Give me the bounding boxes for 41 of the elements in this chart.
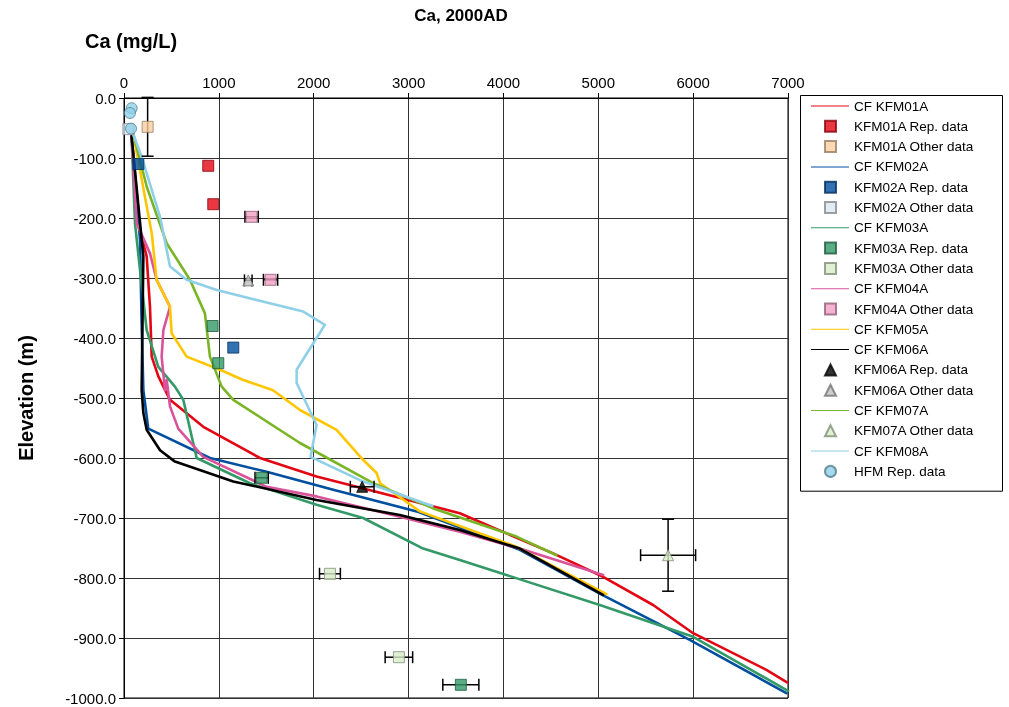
x-tick-label: 4000 <box>486 74 521 91</box>
legend-label: KFM02A Other data <box>854 200 974 215</box>
x-tick-label: 6000 <box>676 74 710 91</box>
legend-label: HFM Rep. data <box>854 463 947 479</box>
y-tick-label: -200.0 <box>73 209 116 227</box>
y-tick-label: 0.0 <box>95 89 116 107</box>
legend-label: CF KFM06A <box>854 342 929 358</box>
x-tick-label: 2000 <box>297 74 331 91</box>
x-tick-label: 0 <box>119 74 129 91</box>
y-tick-label: -600.0 <box>73 449 116 467</box>
legend-label: KFM06A Rep. data <box>854 362 969 378</box>
y-tick-label: -700.0 <box>73 509 116 527</box>
y-tick-label: -500.0 <box>73 389 116 407</box>
y-tick-label: -100.0 <box>73 149 116 167</box>
legend-label: CF KFM07A <box>854 403 929 418</box>
legend-label: KFM03A Other data <box>854 260 974 276</box>
legend-label: CF KFM03A <box>854 220 929 236</box>
legend-label: KFM02A Rep. data <box>854 179 969 195</box>
legend-label: KFM06A Other data <box>854 382 974 398</box>
y-tick-label: -800.0 <box>73 569 116 587</box>
legend-label: KFM07A Other data <box>854 423 974 439</box>
legend-label: CF KFM08A <box>854 443 929 459</box>
x-axis-title: Ca (mg/L) <box>85 30 178 52</box>
legend-label: KFM04A Other data <box>854 301 974 317</box>
legend-label: KFM03A Rep. data <box>854 240 969 256</box>
legend-label: KFM01A Rep. data <box>854 118 969 134</box>
y-tick-label: -900.0 <box>73 629 116 647</box>
y-tick-label: -1000.0 <box>65 689 116 707</box>
x-tick-label: 1000 <box>202 74 236 91</box>
y-tick-label: -300.0 <box>73 269 116 287</box>
y-axis-title: Elevation (m) <box>15 335 37 461</box>
legend-label: CF KFM02A <box>854 159 929 175</box>
legend-label: CF KFM05A <box>854 321 929 337</box>
chart-title: Ca, 2000AD <box>414 6 508 25</box>
x-tick-label: 3000 <box>391 74 426 91</box>
legend-label: CF KFM04A <box>854 281 929 297</box>
y-tick-label: -400.0 <box>73 329 116 347</box>
legend-label: KFM01A Other data <box>854 139 974 155</box>
legend-label: CF KFM01A <box>854 98 929 114</box>
x-tick-label: 7000 <box>771 74 805 91</box>
x-tick-label: 5000 <box>581 74 615 91</box>
